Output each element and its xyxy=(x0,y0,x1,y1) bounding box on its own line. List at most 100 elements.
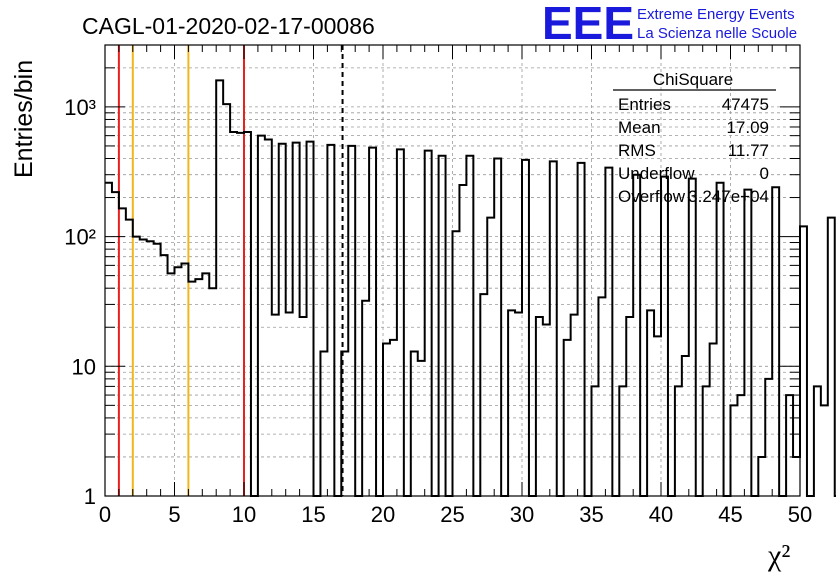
histogram-bin xyxy=(536,317,543,496)
histogram-bin xyxy=(327,145,334,496)
histogram-bin xyxy=(772,187,779,496)
histogram-bin xyxy=(140,239,147,496)
histogram-bin xyxy=(661,177,668,496)
histogram-bin xyxy=(418,361,425,496)
histogram-bin xyxy=(758,457,765,496)
stats-label-entries: Entries xyxy=(618,95,671,114)
histogram-bin xyxy=(265,140,272,496)
histogram-bin xyxy=(564,340,571,496)
histogram-bin xyxy=(369,148,376,496)
x-tick-label: 20 xyxy=(371,502,395,527)
x-tick-label: 10 xyxy=(232,502,256,527)
x-tick-label: 35 xyxy=(579,502,603,527)
histogram-bin xyxy=(466,156,473,496)
histogram-bin xyxy=(188,282,195,496)
histogram-bin xyxy=(161,255,168,496)
histogram-bin xyxy=(571,315,578,496)
histogram-bin xyxy=(272,315,279,496)
histogram-bin xyxy=(119,208,126,496)
histogram-bin xyxy=(654,336,661,496)
y-tick-label: 10³ xyxy=(64,95,96,120)
run-title: CAGL-01-2020-02-17-00086 xyxy=(82,13,375,39)
histogram-bin xyxy=(821,405,828,496)
histogram-bin xyxy=(793,457,800,496)
x-tick-label: 5 xyxy=(168,502,180,527)
histogram-bin xyxy=(341,352,348,496)
histogram-series xyxy=(105,79,836,497)
histogram-bin xyxy=(383,343,390,496)
histogram-bin xyxy=(605,168,612,496)
y-axis-label: Entries/bin xyxy=(10,60,38,178)
stats-value-rms: 11.77 xyxy=(728,141,769,160)
histogram-bin xyxy=(202,273,209,496)
histogram-bin xyxy=(320,352,327,496)
y-tick-label: 1 xyxy=(84,484,96,509)
histogram-bin xyxy=(494,158,501,496)
histogram-bin xyxy=(105,183,112,496)
histogram-bin xyxy=(348,146,355,496)
x-tick-label: 45 xyxy=(718,502,742,527)
histogram-bin xyxy=(800,226,807,496)
histogram-bin xyxy=(244,132,251,496)
eee-logo: EEE xyxy=(542,0,634,49)
histogram-bin xyxy=(307,142,314,496)
histogram-bin xyxy=(522,160,529,496)
stats-value-entries: 47475 xyxy=(722,95,769,114)
histogram-bin xyxy=(710,343,717,496)
histogram-bin xyxy=(828,218,835,496)
histogram-bin xyxy=(237,133,244,496)
histogram-bin xyxy=(703,386,710,496)
y-tick-label: 10² xyxy=(64,225,96,250)
histogram-bin xyxy=(731,405,738,496)
histogram-bin xyxy=(258,136,265,496)
histogram-bin xyxy=(515,312,522,496)
histogram-bin xyxy=(682,356,689,496)
histogram-bin xyxy=(147,241,154,496)
histogram-bin xyxy=(216,80,223,496)
stats-value-underflow: 0 xyxy=(760,164,769,183)
histogram-bin xyxy=(425,151,432,496)
histogram-bin xyxy=(209,288,216,496)
histogram-bin xyxy=(744,190,751,496)
stats-value-mean: 17.09 xyxy=(726,118,769,137)
histogram-bin xyxy=(480,294,487,496)
histogram-bin xyxy=(223,104,230,496)
x-tick-label: 50 xyxy=(788,502,812,527)
histogram-bin xyxy=(550,161,557,496)
histogram-bin xyxy=(717,183,724,496)
histogram-bin xyxy=(300,317,307,496)
stats-label-mean: Mean xyxy=(618,118,661,137)
histogram-bin xyxy=(598,297,605,496)
histogram-bin xyxy=(487,218,494,496)
histogram-bin xyxy=(293,143,300,496)
histogram-bin xyxy=(786,395,793,496)
histogram-bin xyxy=(647,310,654,496)
histogram-bin xyxy=(195,279,202,496)
histogram-bin xyxy=(633,175,640,496)
histogram-bin xyxy=(230,132,237,496)
histogram-bin xyxy=(508,310,515,496)
stats-value-overflow: 3.247e+04 xyxy=(688,187,769,206)
histogram-bin xyxy=(175,267,182,496)
histogram-bin xyxy=(459,185,466,496)
stats-label-rms: RMS xyxy=(618,141,656,160)
histogram-bin xyxy=(112,192,119,496)
histogram-bin xyxy=(154,244,161,496)
x-tick-label: 15 xyxy=(301,502,325,527)
x-tick-label: 30 xyxy=(510,502,534,527)
histogram-bin xyxy=(543,325,550,496)
histogram-bin xyxy=(411,352,418,496)
project-name: Extreme Energy Events xyxy=(637,6,795,23)
histogram-bin xyxy=(619,386,626,496)
x-tick-label: 0 xyxy=(99,502,111,527)
histogram-bin xyxy=(626,317,633,496)
histogram-bin xyxy=(362,301,369,496)
histogram-bin xyxy=(390,340,397,496)
project-subtitle: La Scienza nelle Scuole xyxy=(637,25,797,42)
stats-title: ChiSquare xyxy=(653,70,733,89)
histogram-bin xyxy=(689,179,696,496)
y-tick-label: 10 xyxy=(72,354,96,379)
histogram-bin xyxy=(765,379,772,496)
